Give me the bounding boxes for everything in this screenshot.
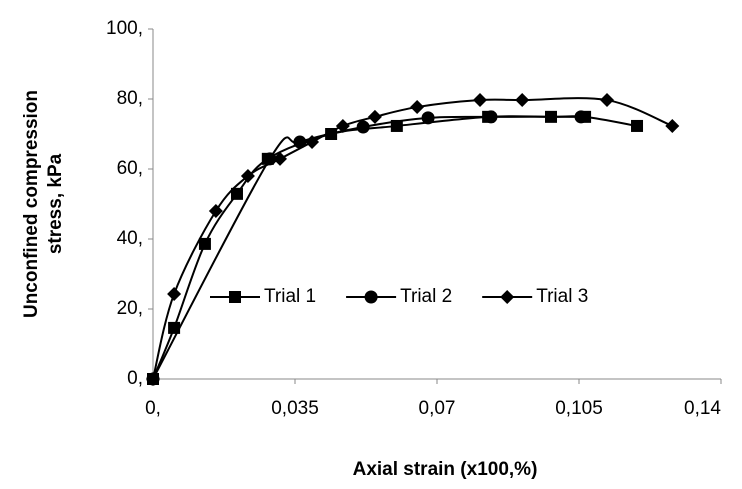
marker <box>390 119 403 132</box>
legend-marker <box>500 290 515 304</box>
legend-item: Trial 3 <box>482 286 588 307</box>
y-tick-label: 80, <box>117 88 143 109</box>
legend-item: Trial 2 <box>346 286 452 307</box>
marker <box>665 118 680 133</box>
marker <box>631 119 644 132</box>
x-tick-label: 0, <box>145 398 161 419</box>
series-line <box>152 115 638 380</box>
legend-label: Trial 2 <box>400 286 452 307</box>
y-tick-label: 60, <box>117 158 143 179</box>
marker <box>208 204 223 218</box>
marker <box>240 169 255 183</box>
x-axis-title: Axial strain (x100,%) <box>353 459 538 480</box>
series-line <box>152 115 582 380</box>
legend-label: Trial 3 <box>536 286 588 307</box>
marker <box>599 93 614 108</box>
y-axis-title: Unconfined compression stress, kPa <box>21 90 66 318</box>
legend-marker <box>364 290 378 304</box>
marker <box>335 118 350 133</box>
marker <box>367 109 382 124</box>
marker <box>484 110 498 124</box>
x-tick-label: 0,14 <box>684 398 721 419</box>
marker <box>272 151 287 166</box>
legend-item: Trial 1 <box>210 286 316 307</box>
marker <box>146 372 160 386</box>
legend-label: Trial 1 <box>264 286 316 307</box>
marker <box>167 286 182 301</box>
y-axis-title-line: stress, kPa <box>45 153 66 254</box>
legend: Trial 1 Trial 2 Trial 3 <box>210 286 588 307</box>
marker <box>410 100 425 115</box>
y-tick-label: 40, <box>117 228 143 249</box>
x-tick-label: 0,105 <box>555 398 603 419</box>
legend-marker <box>229 291 241 303</box>
marker <box>230 187 243 200</box>
y-axis-title-line: Unconfined compression <box>21 90 42 318</box>
x-tick-label: 0,035 <box>271 398 319 419</box>
y-tick-label: 0, <box>127 368 143 389</box>
y-tick-label: 20, <box>117 298 143 319</box>
marker <box>198 237 211 250</box>
marker <box>421 111 435 125</box>
marker <box>574 110 588 124</box>
series-line <box>152 97 673 380</box>
marker <box>293 135 307 149</box>
x-tick-label: 0,07 <box>419 398 456 419</box>
marker <box>305 135 320 150</box>
marker <box>515 93 530 108</box>
marker <box>473 93 488 108</box>
y-tick-label: 100, <box>106 18 143 39</box>
marker <box>356 120 370 134</box>
